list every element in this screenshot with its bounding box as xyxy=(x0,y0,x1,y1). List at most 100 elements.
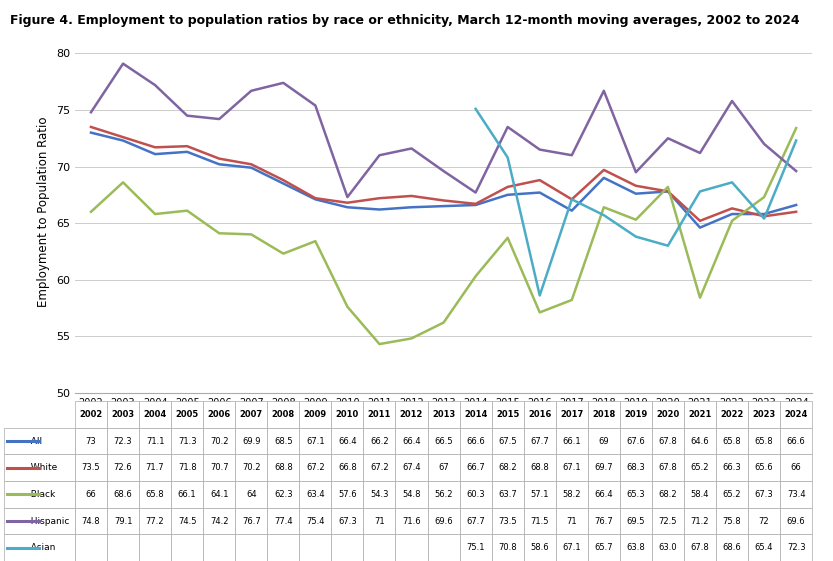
Asian xyxy=(471,105,481,112)
All xyxy=(471,201,481,208)
Hispanic xyxy=(150,82,160,89)
Hispanic xyxy=(759,141,769,148)
All xyxy=(118,137,128,144)
Black xyxy=(375,341,385,347)
Hispanic xyxy=(727,98,737,104)
Hispanic xyxy=(214,116,224,122)
Black xyxy=(471,273,481,279)
Line: Asian: Asian xyxy=(476,109,796,296)
Black xyxy=(695,295,705,301)
Black xyxy=(502,234,512,241)
Black xyxy=(407,335,416,342)
All xyxy=(86,129,96,136)
All xyxy=(342,204,352,210)
Black xyxy=(727,218,737,224)
Hispanic xyxy=(599,88,609,94)
Hispanic xyxy=(182,112,192,119)
All xyxy=(150,151,160,158)
White xyxy=(695,218,705,224)
White xyxy=(727,205,737,211)
White xyxy=(535,177,545,183)
Text: Figure 4. Employment to population ratios by race or ethnicity, March 12-month m: Figure 4. Employment to population ratio… xyxy=(10,14,800,27)
Asian xyxy=(663,242,673,249)
White xyxy=(759,213,769,220)
Hispanic xyxy=(535,146,545,153)
Asian xyxy=(502,154,512,161)
Black xyxy=(150,211,160,218)
Hispanic xyxy=(631,169,641,176)
White xyxy=(663,188,673,195)
All xyxy=(631,190,641,197)
Hispanic xyxy=(375,152,385,159)
White xyxy=(214,155,224,162)
Black xyxy=(439,319,449,326)
White xyxy=(407,192,416,199)
Hispanic xyxy=(502,123,512,130)
Black xyxy=(118,179,128,186)
All xyxy=(695,224,705,231)
White xyxy=(631,182,641,189)
All xyxy=(407,204,416,210)
Black xyxy=(535,309,545,316)
Line: Hispanic: Hispanic xyxy=(91,63,796,197)
Asian xyxy=(599,212,609,219)
Hispanic xyxy=(439,168,449,174)
White xyxy=(566,196,576,203)
White xyxy=(791,209,801,215)
All xyxy=(727,211,737,218)
All xyxy=(791,201,801,208)
All xyxy=(375,206,385,213)
White xyxy=(342,199,352,206)
White xyxy=(150,144,160,151)
Asian xyxy=(566,196,576,203)
Asian xyxy=(759,215,769,222)
Black xyxy=(182,207,192,214)
Black xyxy=(342,304,352,310)
Line: Black: Black xyxy=(91,128,796,344)
Hispanic xyxy=(663,135,673,141)
White xyxy=(502,183,512,190)
Hispanic xyxy=(278,80,288,86)
All xyxy=(535,189,545,196)
Hispanic xyxy=(311,102,321,109)
Black xyxy=(86,209,96,215)
Hispanic xyxy=(695,150,705,157)
Hispanic xyxy=(566,152,576,159)
Black xyxy=(759,194,769,200)
White xyxy=(278,177,288,183)
White xyxy=(599,167,609,173)
Black xyxy=(631,217,641,223)
White xyxy=(439,197,449,204)
All xyxy=(439,203,449,209)
White xyxy=(86,123,96,130)
White xyxy=(118,134,128,140)
Hispanic xyxy=(247,88,257,94)
White xyxy=(471,200,481,207)
Y-axis label: Employment to Population Ratio: Employment to Population Ratio xyxy=(37,117,51,307)
Asian xyxy=(695,188,705,195)
Hispanic xyxy=(407,145,416,152)
Hispanic xyxy=(471,189,481,196)
All xyxy=(566,207,576,214)
All xyxy=(214,161,224,168)
White xyxy=(247,161,257,168)
All xyxy=(247,164,257,171)
Asian xyxy=(727,179,737,186)
Hispanic xyxy=(118,60,128,67)
Line: All: All xyxy=(91,132,796,228)
All xyxy=(599,174,609,181)
Black xyxy=(566,297,576,304)
White xyxy=(311,195,321,201)
White xyxy=(182,143,192,150)
Asian xyxy=(535,292,545,299)
All xyxy=(502,191,512,198)
Black xyxy=(599,204,609,210)
White xyxy=(375,195,385,201)
Asian xyxy=(631,233,641,240)
Black xyxy=(663,183,673,190)
Hispanic xyxy=(791,168,801,174)
Hispanic xyxy=(342,194,352,200)
Black xyxy=(278,250,288,257)
Hispanic xyxy=(86,109,96,116)
All xyxy=(311,196,321,203)
